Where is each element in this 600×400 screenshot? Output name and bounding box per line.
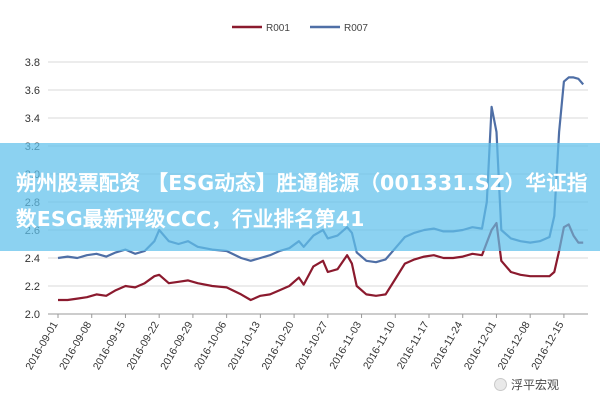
- legend-label-r001: R001: [266, 23, 290, 34]
- y-tick-label: 2.2: [25, 281, 40, 293]
- x-tick-label: 2016-11-17: [395, 319, 432, 371]
- chart-legend: R001 R007: [232, 23, 368, 34]
- x-tick-label: 2016-11-10: [361, 319, 398, 371]
- y-tick-label: 3.8: [25, 57, 40, 69]
- x-tick-label: 2016-09-15: [91, 319, 128, 372]
- headline-banner: [0, 143, 600, 251]
- y-tick-label: 3.4: [25, 113, 40, 125]
- y-tick-label: 3.6: [25, 85, 40, 97]
- legend-label-r007: R007: [344, 23, 368, 34]
- x-tick-label: 2016-10-13: [226, 319, 263, 372]
- x-tick-label: 2016-12-15: [529, 319, 566, 372]
- y-tick-label: 2.0: [25, 309, 40, 321]
- x-tick-label: 2016-11-03: [327, 319, 364, 371]
- x-tick-label: 2016-09-22: [125, 319, 162, 372]
- watermark-label: 浮平宏观: [511, 378, 560, 392]
- x-tick-label: 2016-12-08: [496, 319, 533, 372]
- series-line-r001: [58, 221, 584, 302]
- x-tick-label: 2016-10-20: [259, 319, 296, 372]
- x-tick-label: 2016-10-27: [293, 319, 330, 372]
- x-tick-label: 2016-10-06: [192, 319, 229, 372]
- wechat-icon: [494, 378, 507, 391]
- x-tick-label: 2016-09-08: [57, 319, 94, 372]
- x-tick-label: 2016-09-29: [158, 319, 195, 372]
- headline-text[interactable]: 朔州股票配资 【ESG动态】胜通能源（001331.SZ）华证指数ESG最新评级…: [16, 171, 588, 231]
- y-tick-label: 2.4: [25, 253, 40, 265]
- x-tick-label: 2016-11-24: [428, 319, 465, 371]
- x-tick-label: 2016-12-01: [462, 319, 499, 372]
- x-tick-label: 2016-09-01: [23, 319, 60, 372]
